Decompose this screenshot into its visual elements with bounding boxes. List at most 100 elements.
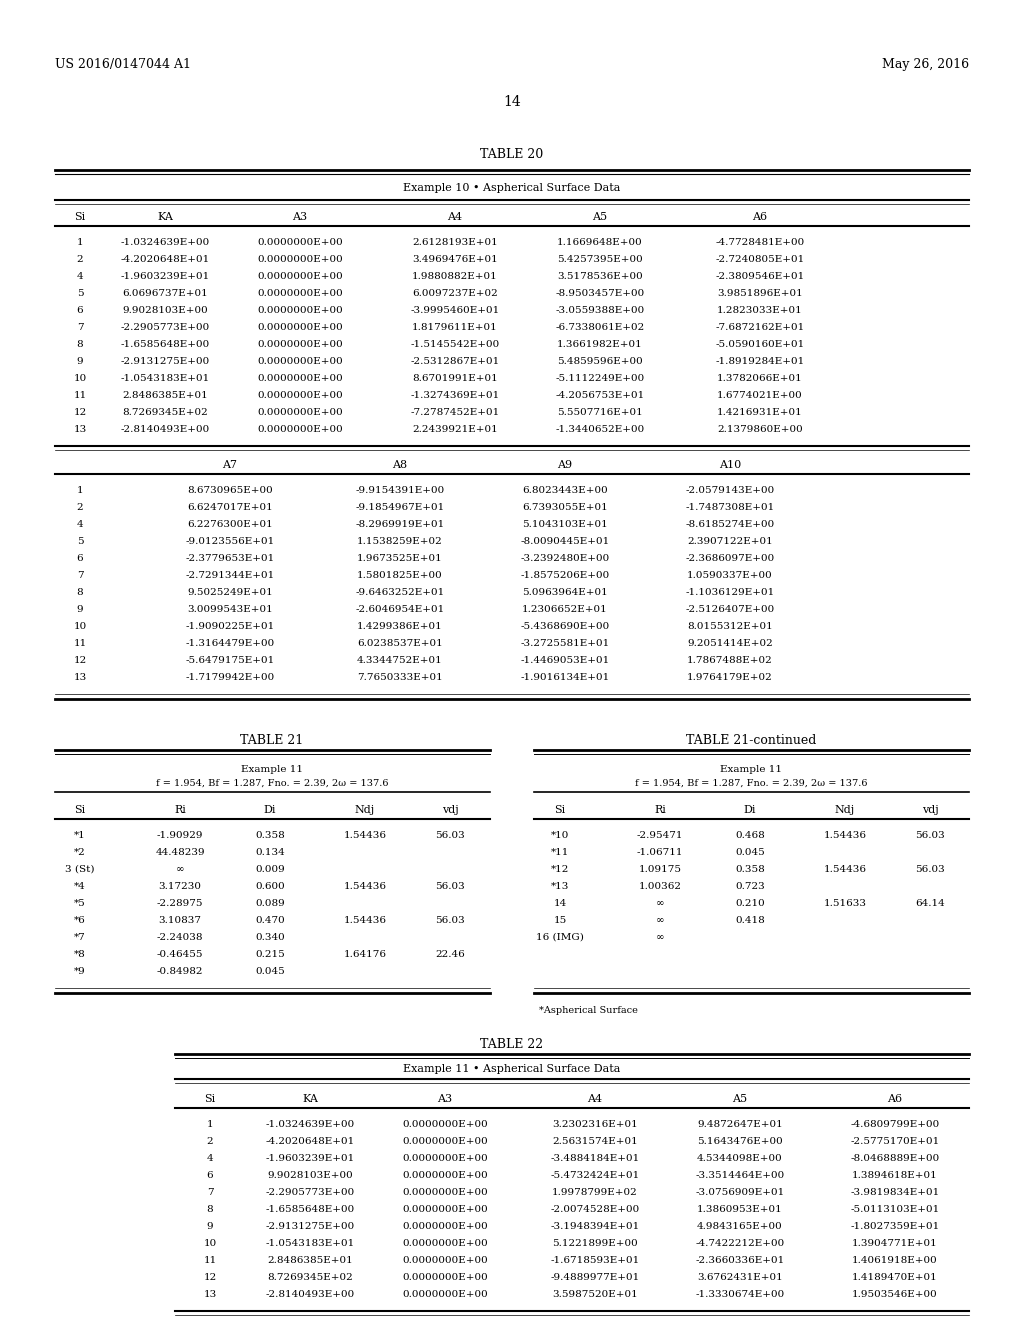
Text: *Aspherical Surface: *Aspherical Surface: [539, 1006, 638, 1015]
Text: -4.7422212E+00: -4.7422212E+00: [695, 1239, 784, 1247]
Text: 1.1538259E+02: 1.1538259E+02: [357, 537, 442, 546]
Text: ∞: ∞: [176, 865, 184, 874]
Text: 2: 2: [207, 1137, 213, 1146]
Text: 9: 9: [77, 356, 83, 366]
Text: 2.1379860E+00: 2.1379860E+00: [717, 425, 803, 434]
Text: A4: A4: [447, 213, 463, 222]
Text: TABLE 21: TABLE 21: [241, 734, 304, 747]
Text: 3.2302316E+01: 3.2302316E+01: [552, 1119, 638, 1129]
Text: -1.9603239E+01: -1.9603239E+01: [121, 272, 210, 281]
Text: TABLE 22: TABLE 22: [480, 1038, 544, 1051]
Text: -8.6185274E+00: -8.6185274E+00: [685, 520, 774, 529]
Text: 7.7650333E+01: 7.7650333E+01: [357, 673, 442, 682]
Text: -2.9131275E+00: -2.9131275E+00: [121, 356, 210, 366]
Text: vdj: vdj: [922, 805, 938, 814]
Text: 14: 14: [503, 95, 521, 110]
Text: 10: 10: [204, 1239, 217, 1247]
Text: 0.0000000E+00: 0.0000000E+00: [402, 1222, 487, 1232]
Text: f = 1.954, Bf = 1.287, Fno. = 2.39, 2ω = 137.6: f = 1.954, Bf = 1.287, Fno. = 2.39, 2ω =…: [635, 779, 867, 788]
Text: -1.9603239E+01: -1.9603239E+01: [265, 1154, 354, 1163]
Text: Si: Si: [75, 805, 86, 814]
Text: 0.0000000E+00: 0.0000000E+00: [257, 272, 343, 281]
Text: 5.1643476E+00: 5.1643476E+00: [697, 1137, 783, 1146]
Text: 7: 7: [77, 572, 83, 579]
Text: 8: 8: [77, 341, 83, 348]
Text: -4.2020648E+01: -4.2020648E+01: [121, 255, 210, 264]
Text: A4: A4: [588, 1094, 602, 1104]
Text: 8.6701991E+01: 8.6701991E+01: [412, 374, 498, 383]
Text: 1.9673525E+01: 1.9673525E+01: [357, 554, 442, 564]
Text: 7: 7: [77, 323, 83, 333]
Text: -1.0324639E+00: -1.0324639E+00: [121, 238, 210, 247]
Text: A9: A9: [557, 459, 572, 470]
Text: 3.4969476E+01: 3.4969476E+01: [412, 255, 498, 264]
Text: 1.2823033E+01: 1.2823033E+01: [717, 306, 803, 315]
Text: 4.5344098E+00: 4.5344098E+00: [697, 1154, 783, 1163]
Text: 1.7867488E+02: 1.7867488E+02: [687, 656, 773, 665]
Text: *1: *1: [74, 832, 86, 840]
Text: 0.009: 0.009: [255, 865, 285, 874]
Text: -2.3686097E+00: -2.3686097E+00: [685, 554, 774, 564]
Text: -1.0324639E+00: -1.0324639E+00: [265, 1119, 354, 1129]
Text: 8: 8: [77, 587, 83, 597]
Text: 56.03: 56.03: [915, 865, 945, 874]
Text: *5: *5: [74, 899, 86, 908]
Text: 0.0000000E+00: 0.0000000E+00: [257, 238, 343, 247]
Text: A6: A6: [888, 1094, 902, 1104]
Text: -6.7338061E+02: -6.7338061E+02: [555, 323, 645, 333]
Text: 1.0590337E+00: 1.0590337E+00: [687, 572, 773, 579]
Text: -0.84982: -0.84982: [157, 968, 203, 975]
Text: 14: 14: [553, 899, 566, 908]
Text: 1.54436: 1.54436: [343, 832, 386, 840]
Text: 0.0000000E+00: 0.0000000E+00: [402, 1119, 487, 1129]
Text: -9.1854967E+01: -9.1854967E+01: [355, 503, 444, 512]
Text: 3.0099543E+01: 3.0099543E+01: [187, 605, 272, 614]
Text: 0.0000000E+00: 0.0000000E+00: [402, 1154, 487, 1163]
Text: -1.5145542E+00: -1.5145542E+00: [411, 341, 500, 348]
Text: 9: 9: [77, 605, 83, 614]
Text: 9: 9: [207, 1222, 213, 1232]
Text: 2: 2: [77, 503, 83, 512]
Text: 7: 7: [207, 1188, 213, 1197]
Text: -5.4732424E+01: -5.4732424E+01: [550, 1171, 640, 1180]
Text: *10: *10: [551, 832, 569, 840]
Text: 6: 6: [77, 306, 83, 315]
Text: -1.7487308E+01: -1.7487308E+01: [685, 503, 774, 512]
Text: -1.3164479E+00: -1.3164479E+00: [185, 639, 274, 648]
Text: 1.2306652E+01: 1.2306652E+01: [522, 605, 608, 614]
Text: 0.045: 0.045: [255, 968, 285, 975]
Text: -1.7179942E+00: -1.7179942E+00: [185, 673, 274, 682]
Text: 2: 2: [77, 255, 83, 264]
Text: 4.9843165E+00: 4.9843165E+00: [697, 1222, 783, 1232]
Text: 9.5025249E+01: 9.5025249E+01: [187, 587, 272, 597]
Text: -3.0756909E+01: -3.0756909E+01: [695, 1188, 784, 1197]
Text: -2.8140493E+00: -2.8140493E+00: [121, 425, 210, 434]
Text: -2.3809546E+01: -2.3809546E+01: [716, 272, 805, 281]
Text: 0.0000000E+00: 0.0000000E+00: [257, 391, 343, 400]
Text: 1.4189470E+01: 1.4189470E+01: [852, 1272, 938, 1282]
Text: A7: A7: [222, 459, 238, 470]
Text: 0.340: 0.340: [255, 933, 285, 942]
Text: 5.5507716E+01: 5.5507716E+01: [557, 408, 643, 417]
Text: Ndj: Ndj: [355, 805, 375, 814]
Text: 0.210: 0.210: [735, 899, 765, 908]
Text: 1.09175: 1.09175: [639, 865, 682, 874]
Text: 56.03: 56.03: [915, 832, 945, 840]
Text: 3.5987520E+01: 3.5987520E+01: [552, 1290, 638, 1299]
Text: 1.3661982E+01: 1.3661982E+01: [557, 341, 643, 348]
Text: -9.6463252E+01: -9.6463252E+01: [355, 587, 444, 597]
Text: 2.5631574E+01: 2.5631574E+01: [552, 1137, 638, 1146]
Text: 1.54436: 1.54436: [343, 916, 386, 925]
Text: -1.6585648E+00: -1.6585648E+00: [121, 341, 210, 348]
Text: -2.28975: -2.28975: [157, 899, 203, 908]
Text: 3.17230: 3.17230: [159, 882, 202, 891]
Text: 56.03: 56.03: [435, 882, 465, 891]
Text: 9.2051414E+02: 9.2051414E+02: [687, 639, 773, 648]
Text: 1.54436: 1.54436: [823, 832, 866, 840]
Text: *6: *6: [74, 916, 86, 925]
Text: 0.045: 0.045: [735, 847, 765, 857]
Text: 1.51633: 1.51633: [823, 899, 866, 908]
Text: *2: *2: [74, 847, 86, 857]
Text: 1.9978799E+02: 1.9978799E+02: [552, 1188, 638, 1197]
Text: A10: A10: [719, 459, 741, 470]
